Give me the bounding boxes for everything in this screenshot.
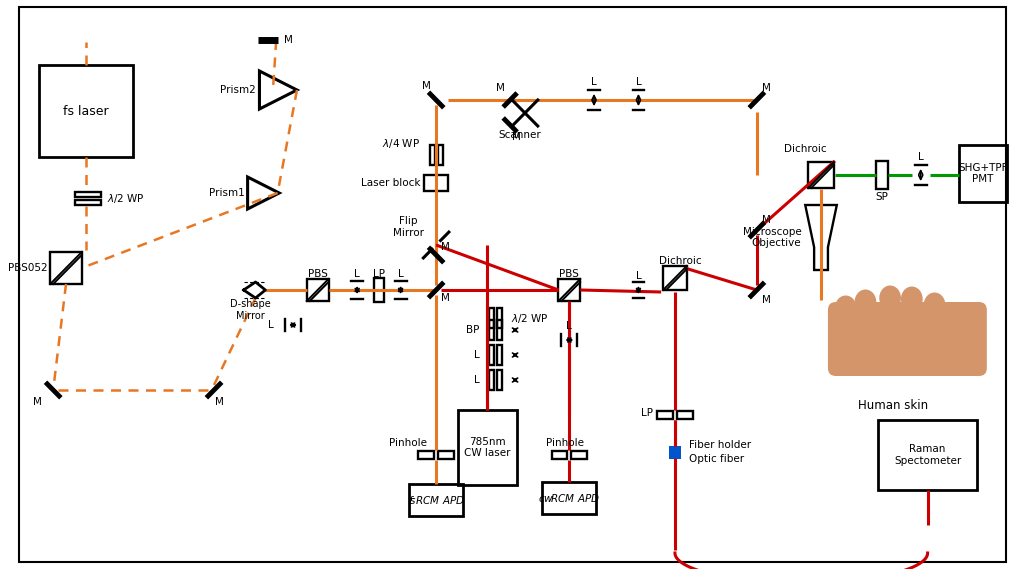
Bar (438, 145, 442, 165)
Text: Human skin: Human skin (858, 398, 928, 411)
Bar (458, 410, 517, 485)
Bar (489, 370, 494, 390)
Bar (808, 162, 834, 188)
Text: $cw\!$RCM APD: $cw\!$RCM APD (538, 492, 600, 504)
Bar (409, 484, 463, 516)
Text: M: M (441, 293, 450, 303)
Text: Dichroic: Dichroic (784, 144, 826, 154)
Text: PBS: PBS (307, 269, 328, 279)
Text: M: M (284, 35, 293, 45)
Bar (489, 320, 494, 340)
Text: M: M (512, 132, 521, 142)
Text: Microscope
Objective: Microscope Objective (742, 226, 801, 248)
Bar (489, 308, 494, 328)
Text: PBS: PBS (560, 269, 579, 279)
Text: $\lambda$/4 WP: $\lambda$/4 WP (382, 137, 421, 150)
Bar (497, 308, 502, 328)
Bar (878, 420, 976, 490)
Bar (571, 451, 587, 459)
Text: L: L (268, 320, 273, 330)
Text: LP: LP (373, 269, 385, 279)
Text: L: L (636, 77, 641, 87)
Bar (75, 192, 100, 196)
Text: Prism1: Prism1 (209, 188, 244, 198)
Text: L: L (474, 375, 480, 385)
Text: Pinhole: Pinhole (389, 438, 428, 448)
Bar (657, 411, 673, 419)
Bar (677, 411, 693, 419)
Ellipse shape (855, 290, 876, 315)
Bar (663, 266, 686, 290)
Text: Dichroic: Dichroic (658, 256, 702, 266)
Text: L: L (354, 269, 360, 279)
Text: $\lambda$/2 WP: $\lambda$/2 WP (107, 192, 145, 204)
Bar (419, 451, 434, 459)
Bar (438, 451, 454, 459)
Bar (497, 345, 502, 365)
Text: BP: BP (466, 325, 480, 335)
Bar (497, 370, 502, 390)
Ellipse shape (835, 295, 857, 320)
Text: L: L (567, 321, 572, 331)
Text: $\lambda$/2 WP: $\lambda$/2 WP (511, 311, 549, 324)
Text: L: L (474, 350, 480, 360)
Text: Raman
Spectometer: Raman Spectometer (894, 444, 961, 466)
Bar (307, 279, 329, 301)
Text: PBS052: PBS052 (8, 263, 48, 273)
Text: L: L (591, 77, 597, 87)
Bar (430, 145, 435, 165)
Text: L: L (636, 271, 641, 281)
Text: M: M (441, 242, 450, 252)
Bar (668, 446, 681, 459)
Bar (51, 252, 82, 284)
Bar (559, 279, 580, 301)
Text: Optic fiber: Optic fiber (689, 454, 744, 464)
Bar (489, 345, 494, 365)
Bar (542, 482, 596, 514)
Text: L: L (918, 152, 924, 162)
Text: D-shape
Mirror: D-shape Mirror (230, 299, 271, 321)
Text: M: M (215, 397, 223, 407)
Bar (424, 175, 448, 191)
Bar (75, 200, 100, 204)
Text: LP: LP (641, 408, 653, 418)
Text: L: L (397, 269, 404, 279)
Text: M: M (422, 81, 431, 91)
Text: Prism2: Prism2 (220, 85, 256, 95)
Text: fs laser: fs laser (64, 105, 110, 118)
Text: SP: SP (876, 192, 888, 202)
Ellipse shape (901, 287, 923, 311)
Text: $f\!$sRCM APD: $f\!$sRCM APD (408, 494, 464, 506)
Text: M: M (762, 83, 771, 93)
Ellipse shape (879, 286, 901, 311)
Bar (40, 65, 133, 157)
Text: M: M (496, 83, 505, 93)
Bar (374, 278, 384, 302)
Ellipse shape (924, 292, 945, 318)
Text: Fiber holder: Fiber holder (689, 440, 751, 450)
Text: M: M (762, 295, 771, 305)
Text: Pinhole: Pinhole (547, 438, 584, 448)
Text: Scanner: Scanner (499, 130, 541, 140)
Text: Flip
Mirror: Flip Mirror (393, 216, 424, 238)
Text: M: M (32, 397, 42, 407)
Bar (876, 161, 888, 189)
Text: M: M (762, 215, 771, 225)
Text: 785nm
CW laser: 785nm CW laser (464, 436, 511, 458)
Text: Laser block: Laser block (361, 178, 421, 188)
Bar (552, 451, 568, 459)
FancyBboxPatch shape (828, 302, 987, 376)
Bar (959, 145, 1007, 202)
Bar (497, 320, 502, 340)
Text: SHG+TPF
PMT: SHG+TPF PMT (958, 163, 1008, 184)
